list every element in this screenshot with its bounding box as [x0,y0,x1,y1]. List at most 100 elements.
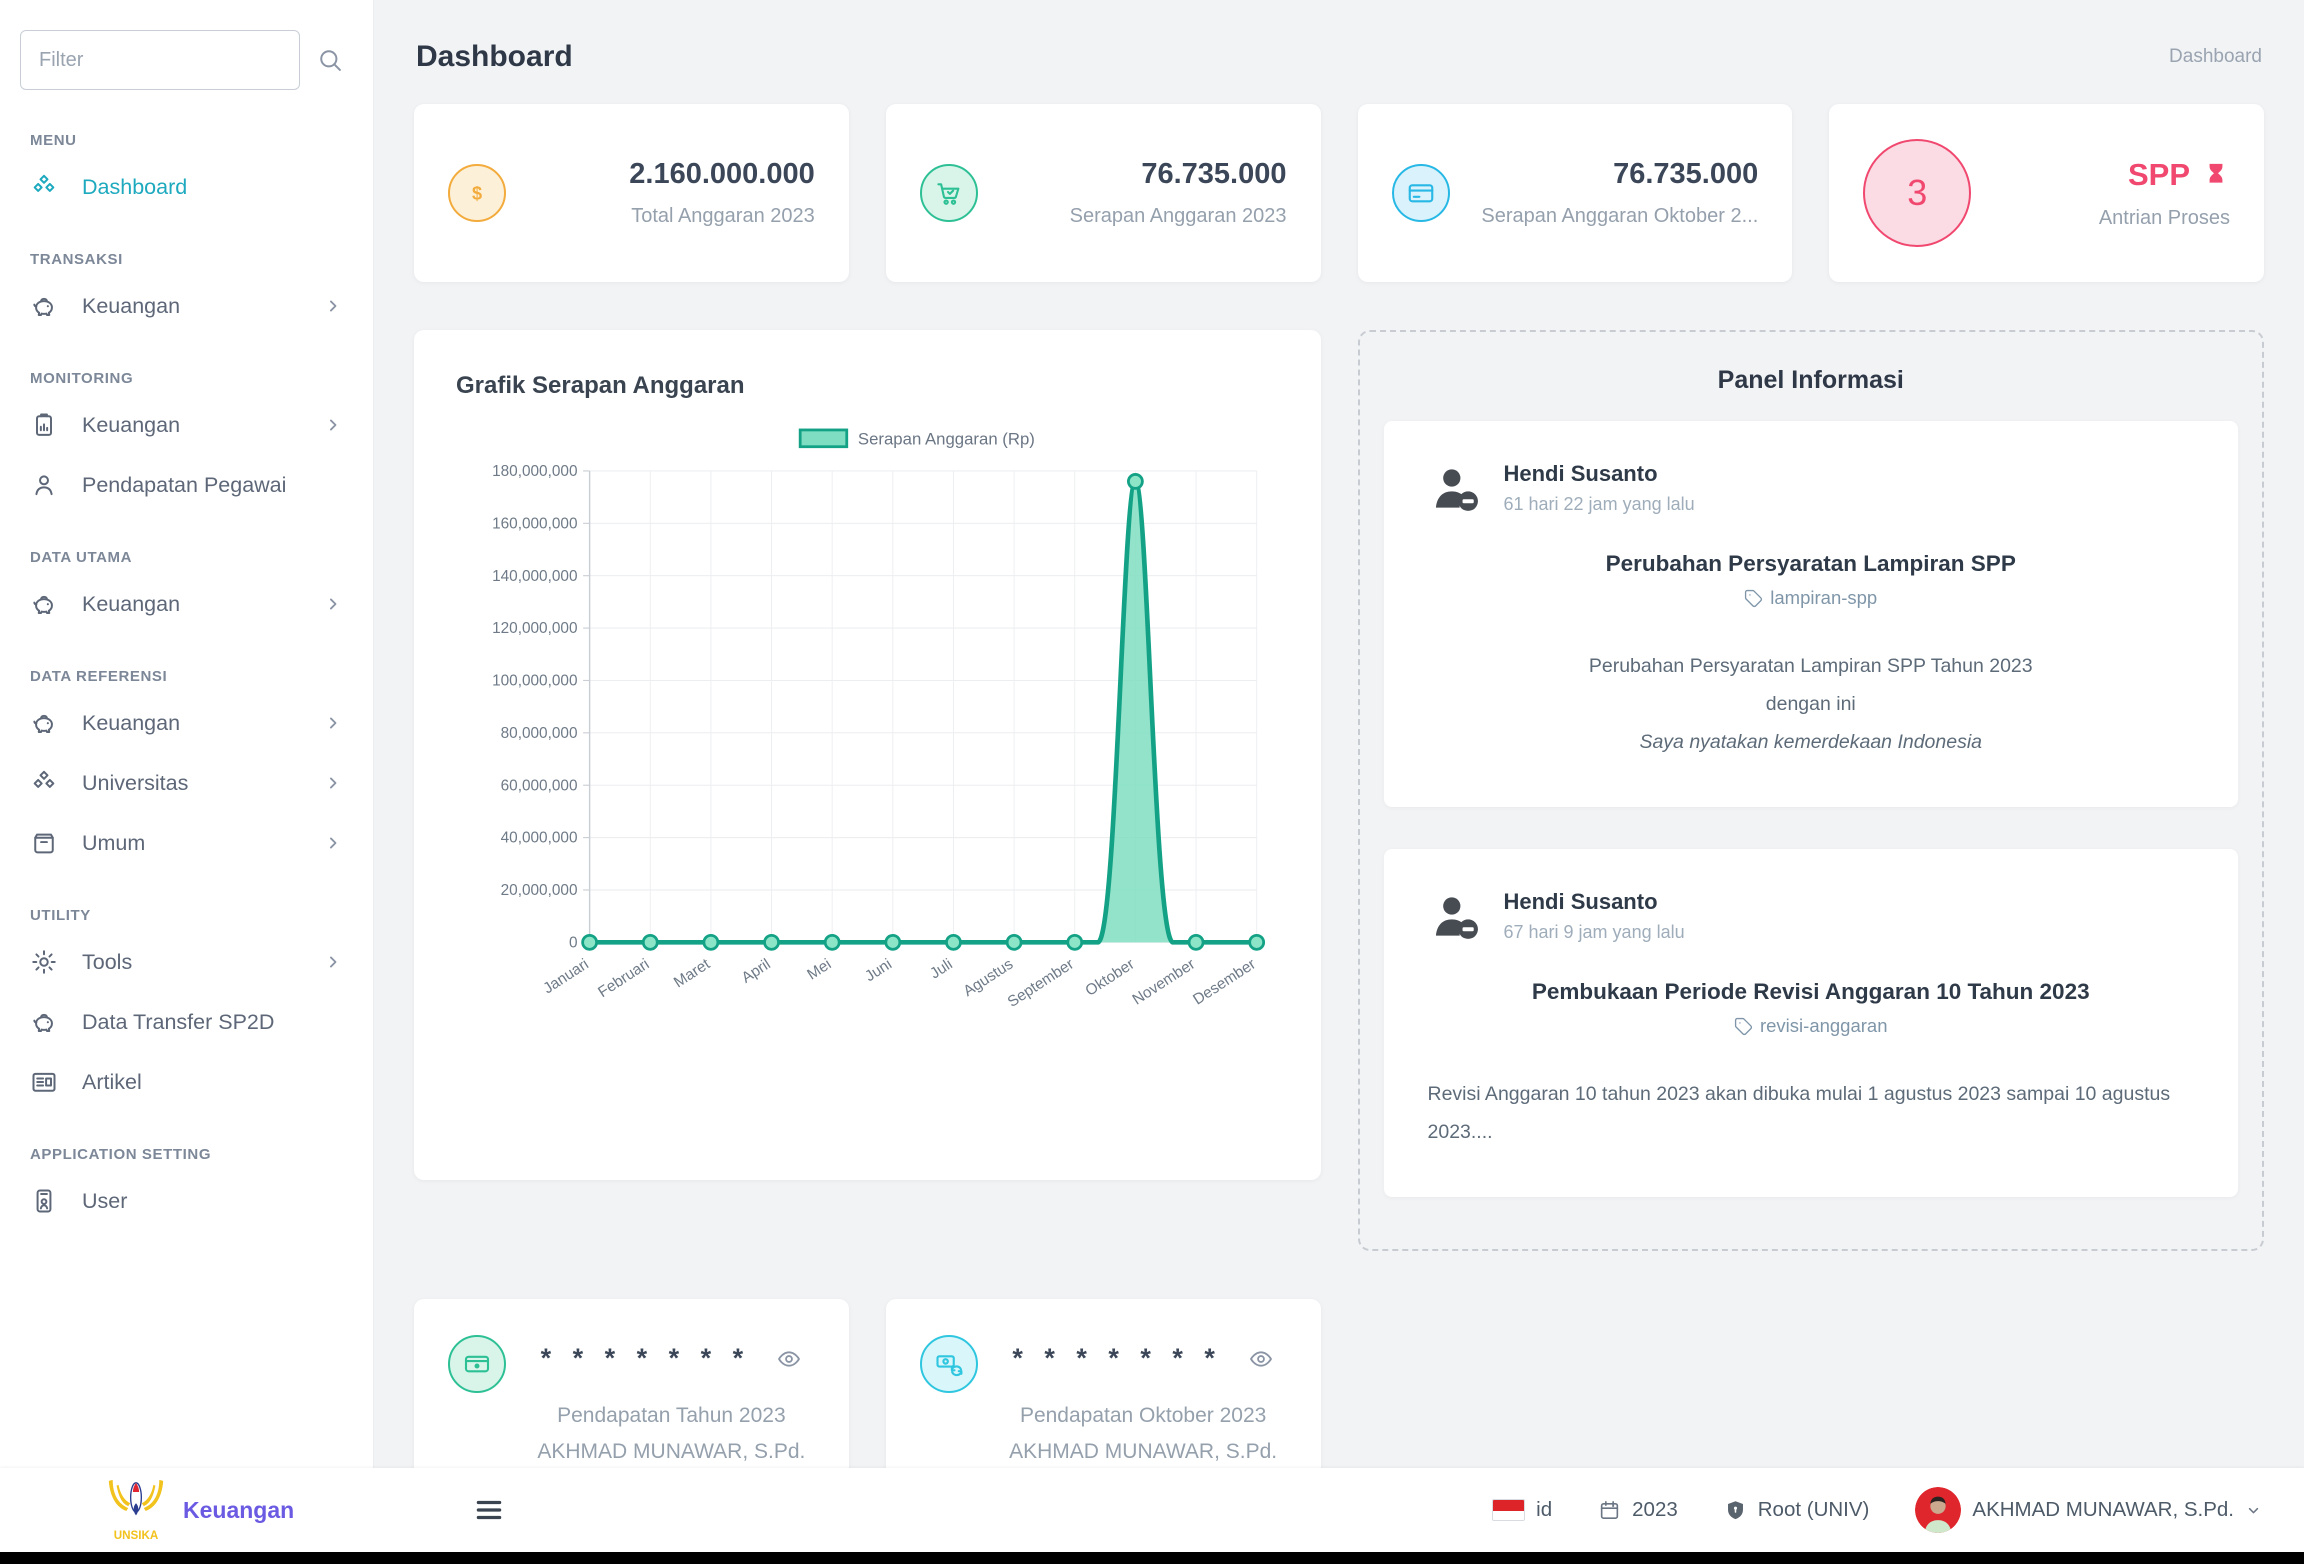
user-menu[interactable]: AKHMAD MUNAWAR, S.Pd. [1915,1487,2262,1533]
sidebar-item-tools[interactable]: Tools [0,932,373,992]
masked-amount: * * * * * * * [540,1343,751,1374]
sidebar-item-label: Keuangan [82,412,181,437]
sidebar-section-menu: MENU [30,132,77,149]
sidebar-item-artikel[interactable]: Artikel [0,1052,373,1112]
app-window: MENU Dashboard TRANSAKSI Keuangan MONITORING… [0,0,2264,1468]
stat-card-serapan-anggaran-oktober-2: 76.735.000 Serapan Anggaran Oktober 2... [1357,104,1793,282]
sidebar-item-universitas[interactable]: Universitas [0,753,373,813]
archive-icon [30,829,58,857]
svg-text:Mei: Mei [804,956,834,984]
svg-text:Maret: Maret [671,955,714,991]
sidebar-item-pendapatan-pegawai[interactable]: Pendapatan Pegawai [0,455,373,515]
svg-text:Februari: Februari [595,956,652,1001]
info-post-revisi-anggaran: Hendi Susanto 67 hari 9 jam yang lalu Pemb… [1383,849,2238,1198]
chevron-right-icon[interactable] [323,594,343,614]
svg-text:60,000,000: 60,000,000 [501,777,578,794]
stat-cards-row: $2.160.000.000 Total Anggaran 2023 76.735.… [414,104,2264,282]
post-tag[interactable]: revisi-anggaran [1428,1015,2195,1037]
id-card-icon [30,1187,58,1215]
svg-text:140,000,000: 140,000,000 [492,568,577,585]
queue-title: SPP [2127,156,2190,192]
cart-icon [919,164,978,222]
svg-text:UNSIKA: UNSIKA [114,1529,159,1542]
sidebar-item-keuangan[interactable]: Keuangan [0,395,373,455]
hourglass-icon [2202,161,2230,189]
sidebar-item-data-transfer-sp2d[interactable]: Data Transfer SP2D [0,992,373,1052]
serapan-anggaran-chart[interactable]: 0 20,000,000 40,000,000 60,000,000 80,000,00… [448,402,1287,1054]
chart-title: Grafik Serapan Anggaran [456,372,745,399]
cubes-icon [30,769,58,797]
clipboard-chart-icon [30,411,58,439]
income-owner: AKHMAD MUNAWAR, S.Pd. [1009,1440,1278,1464]
chevron-right-icon[interactable] [323,833,343,853]
chevron-down-icon [2245,1502,2262,1519]
credit-card-icon [1391,164,1450,222]
queue-card: 3 SPP Antrian Proses [1829,104,2264,282]
banknote-icon [448,1335,506,1394]
page-title: Dashboard [416,40,573,73]
eye-icon[interactable] [1248,1346,1274,1372]
sidebar-section-data-referensi: DATA REFERENSI [30,668,168,685]
year-selector[interactable]: 2023 [1598,1498,1678,1522]
svg-text:November: November [1130,956,1199,1009]
cubes-icon [30,173,58,201]
sidebar-item-label: User [82,1188,128,1213]
svg-text:180,000,000: 180,000,000 [492,463,577,480]
sidebar-section-utility: UTILITY [30,907,91,924]
sidebar-filter [20,30,353,90]
sidebar-item-umum[interactable]: Umum [0,813,373,873]
unsika-logo-icon: UNSIKA [108,1479,164,1542]
stat-label: Total Anggaran 2023 [631,205,815,227]
chevron-right-icon[interactable] [323,415,343,435]
income-label: Pendapatan Oktober 2023 [1019,1404,1267,1428]
menu-toggle-icon[interactable] [472,1495,506,1525]
language-selector[interactable]: id [1492,1498,1552,1522]
sidebar-nav: MENU Dashboard TRANSAKSI Keuangan MONITORING… [0,98,373,1231]
sidebar: MENU Dashboard TRANSAKSI Keuangan MONITORING… [0,0,374,1468]
sidebar-item-label: Umum [82,830,146,855]
svg-text:$: $ [472,183,482,203]
user-name: AKHMAD MUNAWAR, S.Pd. [1972,1498,2234,1521]
sidebar-item-keuangan[interactable]: Keuangan [0,693,373,753]
brand-logo[interactable]: UNSIKA Keuangan [104,1477,294,1543]
sidebar-section-transaksi: TRANSAKSI [30,251,123,268]
svg-text:Serapan Anggaran (Rp): Serapan Anggaran (Rp) [858,429,1035,448]
post-title: Perubahan Persyaratan Lampiran SPP [1605,551,2016,576]
page-header: Dashboard Dashboard [416,40,2262,74]
stat-label: Serapan Anggaran Oktober 2... [1481,205,1759,227]
chevron-right-icon[interactable] [323,773,343,793]
language-label: id [1536,1498,1553,1521]
indonesia-flag-icon [1492,1499,1526,1521]
income-cards-row: * * * * * * * Pendapatan Tahun 2023 AKHMAD… [414,1299,2264,1468]
filter-input[interactable] [20,30,300,90]
svg-text:Juli: Juli [927,956,956,983]
sidebar-item-dashboard[interactable]: Dashboard [0,157,373,217]
author-avatar-icon [1428,461,1484,517]
info-panel-title: Panel Informasi [1717,366,1904,394]
gear-icon [30,948,58,976]
sidebar-section-monitoring: MONITORING [30,370,134,387]
calendar-icon [1598,1499,1621,1522]
income-card-pendapatan-tahun-2023: * * * * * * * Pendapatan Tahun 2023 AKHMAD… [414,1299,849,1468]
sidebar-item-keuangan[interactable]: Keuangan [0,276,373,336]
brand-name: Keuangan [183,1496,295,1523]
role-selector[interactable]: Root (UNIV) [1724,1498,1869,1522]
shield-icon [1724,1499,1747,1522]
chevron-right-icon[interactable] [323,952,343,972]
post-timestamp: 61 hari 22 jam yang lalu [1503,494,1695,514]
svg-text:September: September [1005,956,1077,1011]
chevron-right-icon[interactable] [323,296,343,316]
stat-value: 2.160.000.000 [629,158,815,190]
budget-chart-card: Grafik Serapan Anggaran 0 20,000,000 40,00… [414,330,1321,1180]
queue-label: Antrian Proses [2098,206,2230,229]
post-tag[interactable]: lampiran-spp [1428,587,2195,609]
info-panel: Panel Informasi Hendi Susanto 61 hari 22 … [1357,330,2264,1252]
sidebar-item-keuangan[interactable]: Keuangan [0,574,373,634]
search-icon[interactable] [316,46,344,74]
eye-icon[interactable] [776,1346,802,1372]
bottom-black-bar [0,1552,2304,1564]
chevron-right-icon[interactable] [323,713,343,733]
tag-icon [1744,589,1763,608]
svg-text:April: April [739,956,774,987]
sidebar-item-user[interactable]: User [0,1171,373,1231]
